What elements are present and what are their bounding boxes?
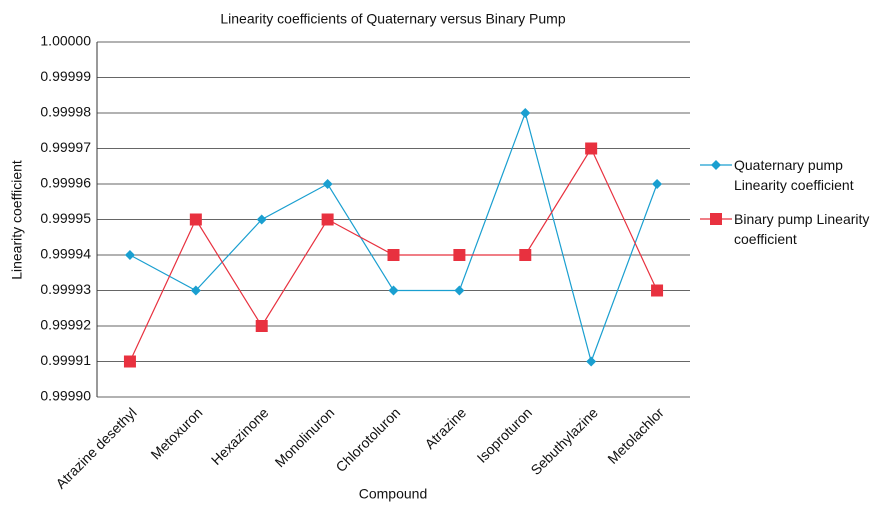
y-tick-label: 0.99998 bbox=[40, 104, 91, 120]
point-marker bbox=[520, 108, 531, 118]
point-marker bbox=[387, 249, 400, 261]
legend-swatch bbox=[700, 213, 732, 225]
point-marker bbox=[586, 356, 597, 367]
point-marker bbox=[190, 285, 201, 296]
y-tick-label: 1.00000 bbox=[40, 33, 91, 49]
legend-marker bbox=[710, 213, 722, 225]
point-marker bbox=[652, 179, 663, 189]
x-tick-label: Isoproturon bbox=[474, 404, 535, 465]
series bbox=[124, 108, 663, 367]
point-marker bbox=[256, 214, 267, 225]
y-tick-label: 0.99997 bbox=[40, 139, 91, 155]
legend-item: Binary pump Linearity coefficient bbox=[700, 209, 880, 249]
legend-swatch bbox=[700, 160, 732, 170]
x-tick-label: Hexazinone bbox=[208, 404, 272, 468]
x-tick-label: Monolinuron bbox=[272, 404, 338, 470]
y-tick-label: 0.99996 bbox=[40, 175, 91, 191]
y-tick-label: 0.99995 bbox=[40, 210, 91, 226]
point-marker bbox=[124, 250, 135, 260]
point-marker bbox=[322, 179, 333, 189]
legend-item: Quaternary pump Linearity coefficient bbox=[700, 155, 880, 195]
x-tick-label: Atrazine desethyl bbox=[52, 404, 139, 491]
point-marker bbox=[321, 213, 334, 226]
x-tick-label: Sebuthylazine bbox=[527, 404, 601, 478]
y-tick-label: 0.99999 bbox=[40, 68, 91, 84]
y-tick-label: 0.99992 bbox=[40, 317, 91, 333]
legend-label: Quaternary pump Linearity coefficient bbox=[734, 157, 854, 193]
point-marker bbox=[519, 249, 532, 261]
legend-label: Binary pump Linearity coefficient bbox=[734, 211, 870, 247]
point-marker bbox=[189, 213, 202, 226]
series bbox=[123, 142, 664, 368]
y-tick-label: 0.99991 bbox=[40, 352, 91, 368]
series-line bbox=[129, 111, 658, 364]
y-tick-label: 0.99994 bbox=[40, 246, 91, 262]
point-marker bbox=[388, 285, 399, 296]
x-axis-label: Compound bbox=[359, 486, 428, 502]
legend: Quaternary pump Linearity coefficient Bin… bbox=[700, 155, 880, 263]
x-tick-label: Chlorotoluron bbox=[332, 404, 403, 475]
y-axis-label: Linearity coefficient bbox=[9, 160, 25, 280]
y-tick-label: 0.99990 bbox=[40, 388, 91, 404]
x-tick-label: Atrazine bbox=[421, 404, 469, 452]
point-marker bbox=[454, 285, 465, 296]
point-marker bbox=[585, 142, 598, 155]
point-marker bbox=[453, 249, 466, 261]
legend-marker bbox=[711, 160, 721, 170]
chart-title: Linearity coefficients of Quaternary ver… bbox=[220, 11, 565, 27]
x-tick-label: Metoxuron bbox=[147, 404, 205, 462]
x-tick-label: Metolachlor bbox=[604, 404, 667, 467]
point-marker bbox=[123, 355, 136, 368]
point-marker bbox=[651, 284, 664, 297]
point-marker bbox=[255, 320, 268, 332]
y-tick-label: 0.99993 bbox=[40, 281, 91, 297]
